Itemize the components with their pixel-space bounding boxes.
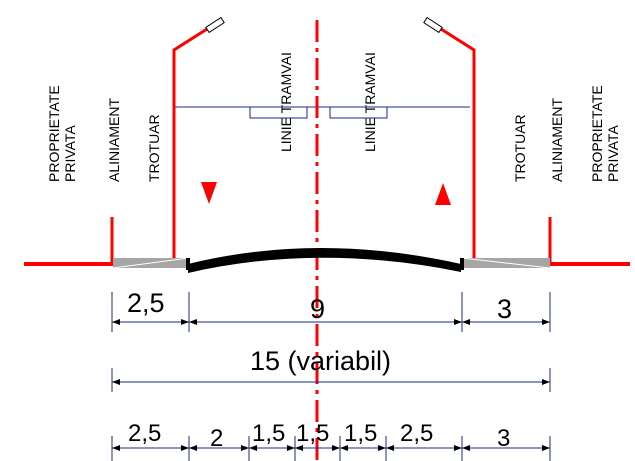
tram-contact-bracket-right — [329, 107, 388, 119]
lamp-right — [423, 16, 443, 34]
dimension-row-1 — [111, 292, 551, 332]
dimension-row-3-ticks — [112, 445, 550, 451]
dim-total-width: 15 (variabil) — [250, 346, 391, 376]
label-privata-right: PRIVATA — [605, 125, 621, 182]
dim-segment-6: 2,5 — [400, 420, 433, 447]
sidewalk-right-hatch — [461, 257, 551, 269]
lamp-left — [205, 16, 225, 34]
dim-sidewalk-left: 2,5 — [127, 288, 165, 318]
label-tram-line-left: LINIE TRAMVAI — [278, 52, 294, 152]
dim-segment-4: 1,5 — [296, 420, 329, 447]
tram-contact-bracket-left — [249, 107, 308, 119]
dim-carriageway: 9 — [310, 294, 325, 324]
label-proprietate-left: PROPRIETATE — [46, 85, 62, 182]
dimension-row-3 — [111, 436, 551, 461]
carriageway — [188, 248, 461, 273]
dimension-row-2-ticks — [112, 379, 550, 385]
label-privata-left: PRIVATA — [62, 125, 78, 182]
dimension-row-2 — [111, 368, 551, 392]
dim-segment-3: 1,5 — [252, 420, 285, 447]
catenary-pole-right — [429, 20, 476, 262]
dim-segment-2: 2 — [210, 425, 223, 452]
dim-segment-5: 1,5 — [344, 420, 377, 447]
dim-segment-7: 3 — [497, 425, 510, 452]
label-proprietate-right: PROPRIETATE — [589, 85, 605, 182]
dimension-row-1-ticks — [112, 319, 550, 325]
direction-arrow-up — [435, 183, 451, 205]
label-trotuar-right: TROTUAR — [512, 114, 528, 182]
dim-segment-1: 2,5 — [128, 420, 161, 447]
catenary-pole-left — [172, 20, 219, 262]
curb-right — [460, 258, 464, 270]
label-aliniament-left: ALINIAMENT — [106, 98, 122, 182]
label-trotuar-left: TROTUAR — [146, 114, 162, 182]
label-tram-line-right: LINIE TRAMVAI — [362, 52, 378, 152]
direction-arrow-down — [201, 182, 217, 204]
dim-sidewalk-right: 3 — [497, 294, 512, 324]
sidewalk-left-hatch — [112, 257, 190, 269]
label-aliniament-right: ALINIAMENT — [549, 98, 565, 182]
